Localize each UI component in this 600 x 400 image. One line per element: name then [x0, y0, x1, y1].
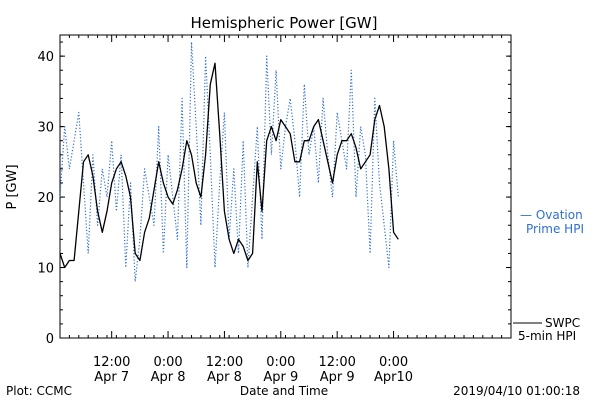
x-tick-label-date: Apr 9 — [263, 370, 298, 385]
chart-title: Hemispheric Power [GW] — [191, 14, 378, 32]
legend-swpc-label-2: 5-min HPI — [518, 329, 576, 343]
y-axis: 0 10 20 30 40 — [37, 41, 511, 347]
series-swpc-5min-hpi — [59, 62, 399, 269]
x-tick-label-time: 0:00 — [153, 355, 182, 370]
x-tick-label-date: Apr 8 — [151, 370, 186, 385]
x-tick-label-date: Apr10 — [374, 370, 413, 385]
x-tick-label-time: 12:00 — [93, 355, 130, 370]
y-tick-label: 40 — [37, 50, 54, 65]
legend-ovation-label-2: Prime HPI — [526, 222, 584, 236]
y-axis-label: P [GW] — [5, 164, 20, 209]
legend-ovation-label-1: — Ovation — [520, 208, 583, 222]
y-tick-label: 10 — [37, 262, 54, 277]
y-tick-label: 20 — [37, 191, 54, 206]
x-tick-label-time: 0:00 — [379, 355, 408, 370]
series-ovation-prime-hpi — [59, 41, 399, 283]
x-tick-label-time: 0:00 — [266, 355, 295, 370]
y-tick-label: 0 — [46, 332, 54, 347]
x-tick-label-time: 12:00 — [318, 355, 355, 370]
y-tick-label: 30 — [37, 121, 54, 136]
x-tick-label-date: Apr 9 — [320, 370, 355, 385]
legend-swpc-label-1: SWPC — [545, 316, 580, 330]
series-layer — [59, 41, 399, 283]
footer-timestamp: 2019/04/10 01:00:18 — [453, 384, 580, 398]
x-tick-label-date: Apr 8 — [207, 370, 242, 385]
x-tick-label-date: Apr 7 — [94, 370, 129, 385]
x-axis-label: Date and Time — [240, 384, 328, 398]
footer-plot-credit: Plot: CCMC — [6, 384, 72, 398]
x-tick-label-time: 12:00 — [206, 355, 243, 370]
